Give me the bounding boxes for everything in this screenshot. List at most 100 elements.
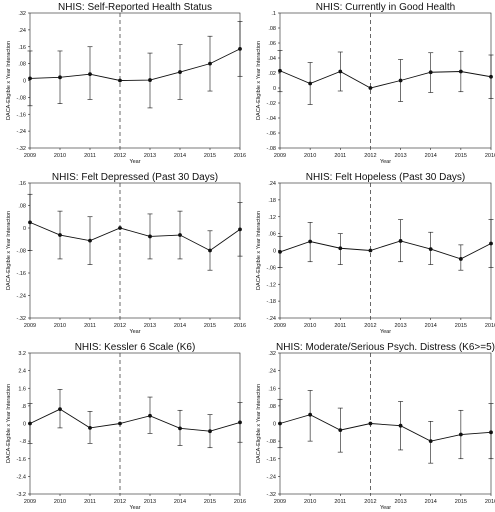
x-tick-label: 2012	[364, 323, 376, 329]
y-tick-label: 0	[273, 86, 276, 92]
y-tick-label: 0	[273, 249, 276, 255]
y-tick-label: .08	[268, 26, 276, 32]
panel-title: NHIS: Felt Hopeless (Past 30 Days)	[306, 172, 466, 183]
y-tick-label: .06	[268, 41, 276, 47]
y-tick-label: -.16	[267, 457, 276, 463]
y-tick-label: 0	[23, 79, 26, 85]
plot-frame	[279, 352, 492, 495]
y-tick-label: -.8	[20, 439, 26, 445]
y-axis-label: DACA-Eligible x Year Interaction	[6, 211, 12, 290]
data-point	[28, 421, 32, 426]
x-axis-label: Year	[129, 159, 140, 165]
x-axis-label: Year	[129, 329, 140, 335]
data-point	[148, 413, 152, 418]
data-point	[148, 234, 152, 239]
x-tick-label: 2012	[114, 499, 126, 505]
x-tick-label: 2009	[274, 323, 286, 329]
data-point	[428, 247, 433, 251]
data-point	[148, 78, 152, 82]
data-point	[28, 220, 32, 225]
x-tick-label: 2012	[114, 153, 126, 159]
plot-frame	[279, 12, 492, 149]
y-axis-label: DACA-Eligible x Year Interaction	[256, 41, 262, 120]
y-tick-label: -.08	[267, 146, 276, 152]
x-tick-label: 2012	[364, 499, 376, 505]
y-axis-label: DACA-Eligible x Year Interaction	[6, 41, 12, 120]
data-point	[58, 75, 62, 80]
y-tick-label: -.24	[267, 474, 276, 480]
x-axis-label: Year	[129, 505, 140, 511]
x-tick-label: 2015	[204, 153, 216, 159]
data-point	[88, 426, 92, 430]
series-line	[29, 221, 241, 252]
x-tick-label: 2014	[425, 153, 437, 159]
panel-title: NHIS: Self-Reported Health Status	[58, 2, 212, 13]
x-tick-label: 2011	[84, 153, 96, 159]
panel-2: NHIS: Currently in Good Health .1 .08 .06 .0…	[256, 2, 495, 165]
data-point	[338, 246, 343, 251]
y-tick-label: .1	[271, 11, 276, 17]
x-tick-label: 2010	[54, 499, 66, 505]
data-point	[178, 70, 182, 74]
data-point	[58, 233, 62, 237]
y-tick-label: 2.4	[18, 369, 26, 375]
data-point	[238, 46, 242, 51]
y-tick-label: -.32	[17, 316, 26, 322]
y-tick-label: .06	[268, 232, 276, 238]
y-tick-label: -.32	[17, 146, 26, 152]
x-tick-label: 2012	[364, 153, 376, 159]
series-line	[279, 70, 492, 89]
data-point	[88, 72, 92, 77]
y-tick-label: -.12	[267, 282, 276, 288]
x-tick-label: 2011	[334, 153, 346, 159]
data-point	[278, 421, 282, 426]
y-tick-label: .24	[18, 28, 26, 34]
data-point	[88, 238, 92, 243]
x-tick-label: 2009	[274, 153, 286, 159]
x-tick-label: 2014	[425, 323, 437, 329]
data-point	[208, 429, 212, 434]
x-tick-label: 2016	[234, 499, 246, 505]
data-point	[308, 81, 313, 86]
y-tick-label: -.16	[17, 271, 26, 277]
x-tick-label: 2013	[144, 153, 156, 159]
y-tick-label: -.06	[267, 131, 276, 137]
data-point	[338, 69, 343, 74]
y-tick-label: .08	[268, 404, 276, 410]
x-tick-label: 2016	[485, 153, 495, 159]
data-point	[238, 420, 242, 425]
y-tick-label: 0	[273, 422, 276, 428]
data-point	[368, 86, 373, 90]
x-tick-label: 2014	[174, 499, 186, 505]
x-tick-label: 2015	[204, 499, 216, 505]
y-axis-label: DACA-Eligible x Year Interaction	[256, 384, 262, 463]
data-point	[58, 407, 62, 412]
x-axis-label: Year	[380, 329, 391, 335]
data-point	[308, 239, 313, 244]
x-tick-label: 2015	[455, 323, 467, 329]
y-tick-label: -.06	[267, 265, 276, 271]
series-line	[279, 414, 492, 442]
series-line	[29, 408, 241, 432]
y-tick-label: .18	[268, 198, 276, 204]
x-tick-label: 2011	[334, 323, 346, 329]
x-tick-label: 2016	[234, 323, 246, 329]
data-point	[28, 76, 32, 81]
data-point	[458, 432, 463, 437]
data-point	[118, 226, 122, 230]
x-tick-label: 2009	[24, 323, 36, 329]
y-tick-label: -.08	[267, 439, 276, 445]
x-tick-label: 2015	[204, 323, 216, 329]
x-tick-label: 2014	[174, 323, 186, 329]
data-point	[458, 257, 463, 261]
x-tick-label: 2011	[84, 323, 96, 329]
data-point	[338, 428, 343, 433]
y-tick-label: -.16	[17, 112, 26, 118]
y-tick-label: -.04	[267, 116, 276, 122]
data-point	[398, 78, 403, 83]
x-tick-label: 2010	[304, 323, 316, 329]
x-tick-label: 2013	[394, 153, 406, 159]
y-tick-label: -.32	[267, 492, 276, 498]
x-tick-label: 2011	[334, 499, 346, 505]
data-point	[489, 74, 493, 79]
